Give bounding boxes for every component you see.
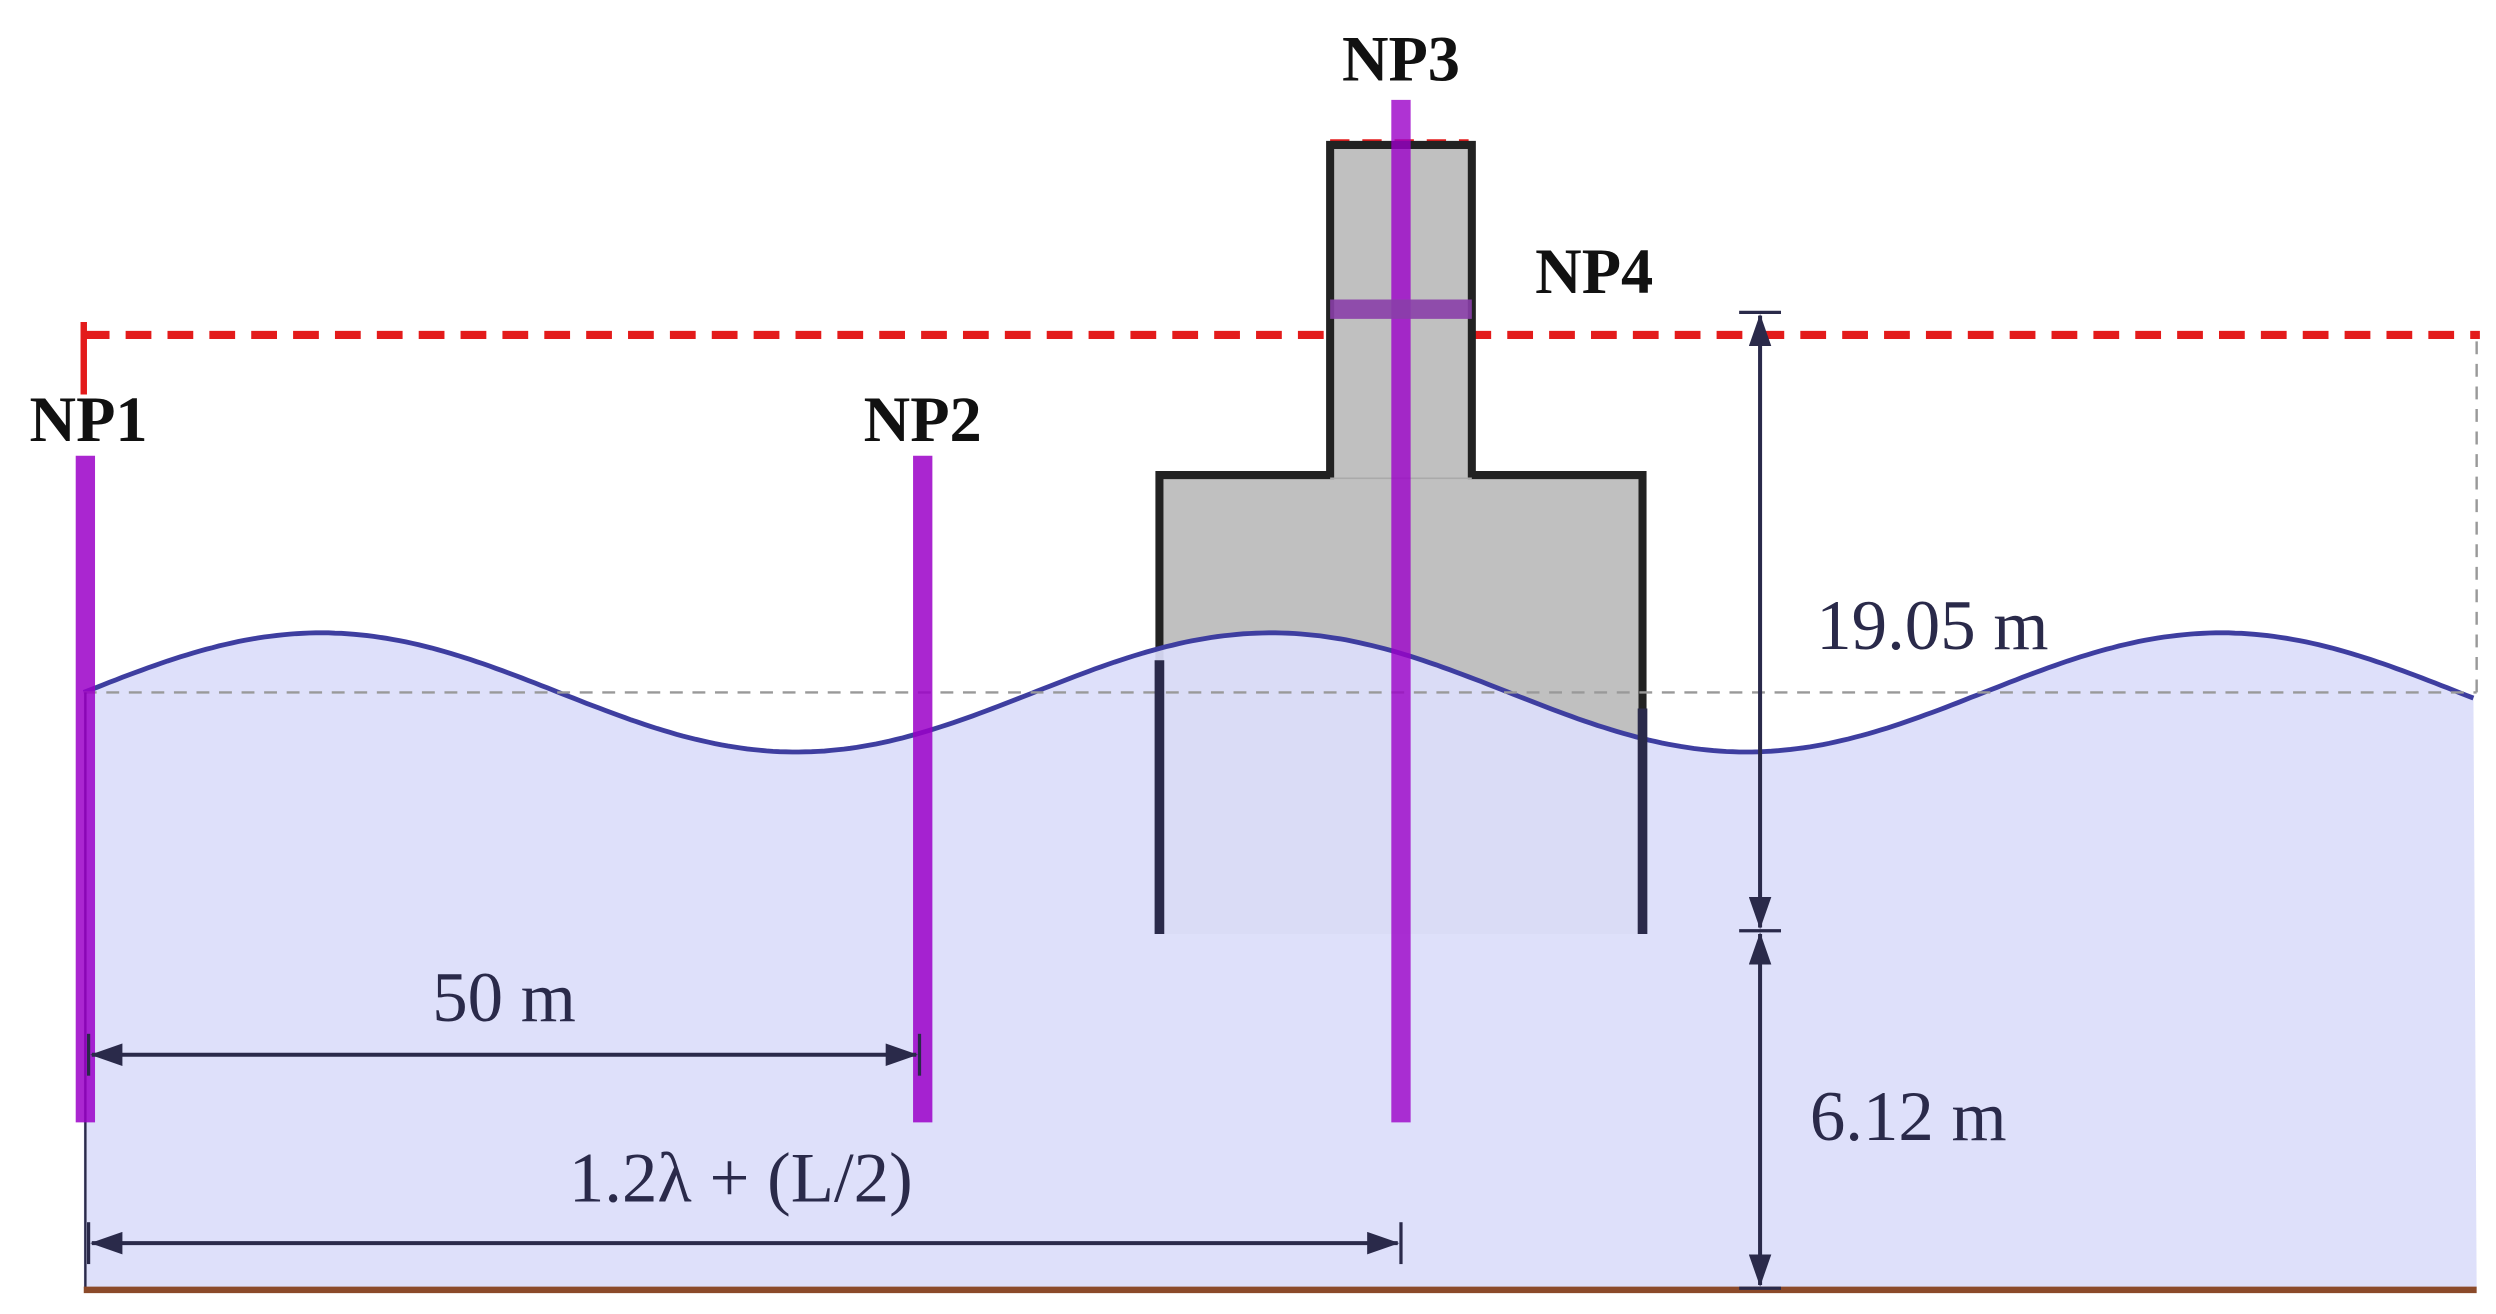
wave-surface	[82, 630, 2475, 755]
dim-label: 1.2λ + (L/2)	[569, 1139, 913, 1217]
label-np1: NP1	[30, 384, 148, 455]
dim-label: 19.05 m	[1816, 587, 2048, 665]
dim-label: 50 m	[432, 959, 576, 1037]
label-np4: NP4	[1535, 236, 1653, 307]
label-np2: NP2	[864, 384, 982, 455]
label-np3: NP3	[1342, 24, 1460, 95]
dim-label: 6.12 m	[1810, 1078, 2007, 1156]
water	[83, 632, 2477, 1289]
